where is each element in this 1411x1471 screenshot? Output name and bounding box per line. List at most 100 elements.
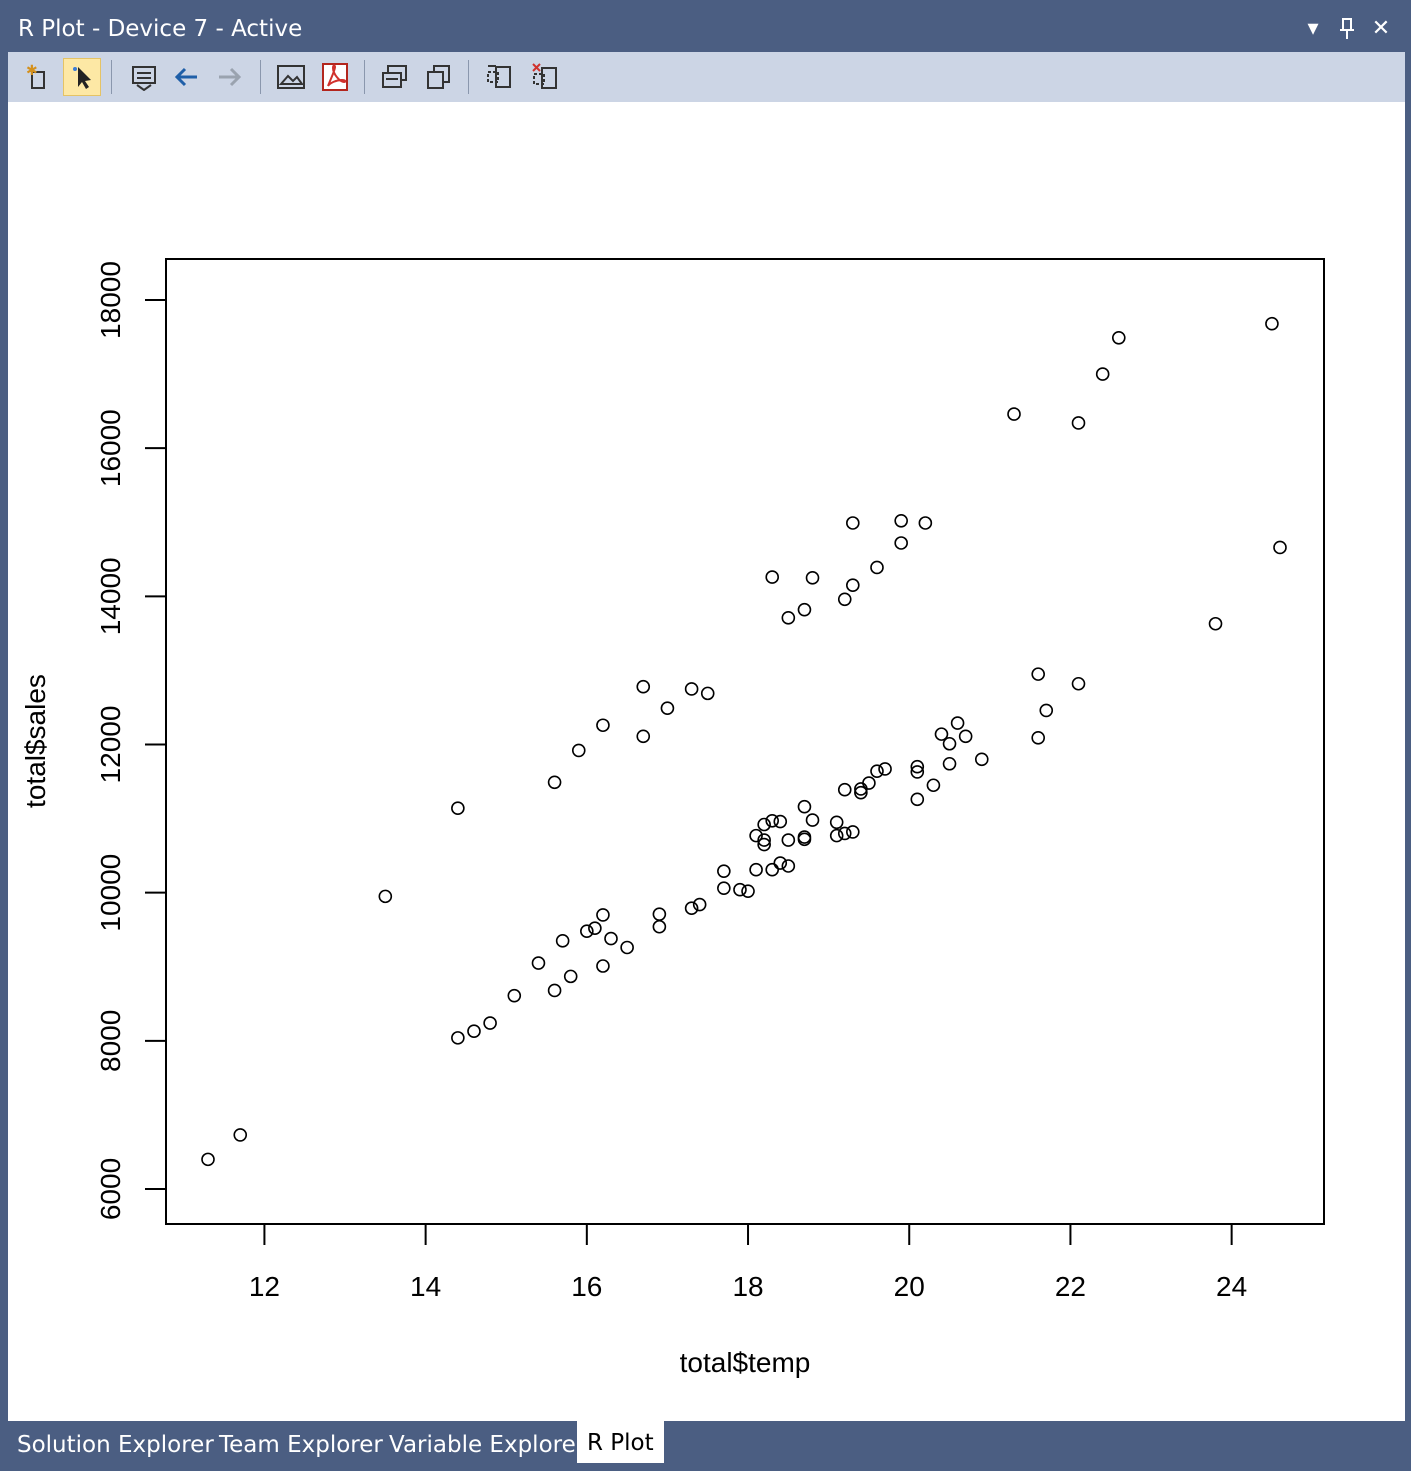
data-point — [918, 516, 933, 530]
data-point — [467, 1024, 481, 1039]
data-point — [741, 884, 755, 898]
data-point — [862, 776, 876, 790]
x-tick-label: 20 — [894, 1271, 925, 1302]
data-point — [854, 785, 868, 800]
data-point — [749, 828, 763, 843]
data-point — [692, 897, 707, 912]
scatter-chart: 12 14 16 18 20 22 24 6000 8000 10000 12000 14000 16… — [20, 258, 1325, 1378]
tab-variable-explorer[interactable]: Variable Explorer — [389, 1432, 586, 1458]
plot-toolbar: ✱ — [8, 52, 1405, 102]
data-point — [717, 864, 731, 878]
data-point — [652, 907, 667, 921]
data-point — [596, 908, 610, 922]
data-point — [1265, 316, 1279, 331]
data-point — [378, 889, 393, 904]
data-point — [829, 828, 844, 843]
data-point — [547, 983, 562, 998]
data-point — [837, 592, 852, 607]
data-point — [757, 833, 771, 847]
data-point — [894, 513, 908, 528]
copy-as-metafile-button[interactable] — [420, 58, 458, 96]
data-point — [837, 782, 852, 797]
data-point — [483, 1016, 497, 1030]
data-point — [805, 813, 820, 827]
x-tick-label: 14 — [410, 1271, 441, 1302]
remove-plot-button[interactable] — [526, 58, 564, 96]
data-point — [1031, 667, 1045, 681]
window-position-dropdown-icon[interactable]: ▾ — [1307, 16, 1319, 41]
data-point — [837, 826, 852, 841]
data-point — [958, 729, 973, 744]
copy-as-bitmap-button[interactable] — [376, 58, 414, 96]
x-axis: 12 14 16 18 20 22 24 — [249, 1223, 1247, 1302]
pointer-icon — [73, 67, 91, 89]
data-point — [596, 959, 610, 973]
data-point — [1095, 367, 1110, 381]
data-point — [1031, 731, 1045, 745]
y-tick-label: 12000 — [95, 706, 126, 784]
data-point — [1111, 330, 1126, 345]
data-point — [749, 862, 763, 877]
select-pointer-button[interactable] — [63, 58, 101, 96]
next-plot-button[interactable] — [210, 58, 248, 96]
tool-window-tabs: Solution Explorer Team Explorer Variable… — [8, 1421, 1405, 1465]
data-point — [926, 778, 941, 793]
x-tick-label: 22 — [1055, 1271, 1086, 1302]
data-point — [1071, 416, 1086, 430]
tab-team-explorer[interactable]: Team Explorer — [219, 1432, 383, 1458]
data-point — [878, 762, 892, 776]
plot-area[interactable]: 12 14 16 18 20 22 24 6000 8000 10000 12000 14000 16… — [8, 102, 1405, 1421]
data-point — [797, 799, 812, 814]
data-point — [870, 560, 884, 575]
data-point — [797, 832, 812, 847]
data-point — [910, 792, 925, 807]
move-plot-icon — [487, 65, 511, 88]
x-axis-label: total$temp — [680, 1347, 811, 1378]
data-point — [942, 756, 957, 771]
tab-r-plot[interactable]: R Plot — [577, 1421, 664, 1463]
y-tick-label: 6000 — [95, 1158, 126, 1220]
data-point — [201, 1152, 215, 1167]
new-plot-window-button[interactable]: ✱ — [18, 58, 56, 96]
tab-solution-explorer[interactable]: Solution Explorer — [17, 1432, 214, 1458]
plot-history-button[interactable] — [125, 58, 163, 96]
y-tick-label: 16000 — [95, 409, 126, 487]
export-image-button[interactable] — [272, 58, 310, 96]
data-point — [547, 775, 562, 790]
data-points — [201, 316, 1287, 1167]
data-point — [580, 924, 594, 938]
data-point — [733, 882, 747, 897]
history-icon — [132, 66, 156, 91]
plot-frame — [165, 258, 1325, 1225]
title-bar: R Plot - Device 7 - Active ▾ ✕ — [8, 8, 1405, 52]
data-point — [1208, 616, 1223, 631]
data-point — [233, 1128, 248, 1142]
data-point — [1007, 407, 1021, 421]
data-point — [846, 825, 860, 839]
pdf-icon — [322, 63, 348, 91]
y-tick-label: 14000 — [95, 557, 126, 635]
y-axis: 6000 8000 10000 12000 14000 16000 18000 — [95, 261, 167, 1220]
data-point — [588, 921, 602, 936]
y-tick-label: 18000 — [95, 261, 126, 339]
data-point — [974, 752, 989, 767]
data-point — [910, 765, 925, 779]
data-point — [773, 814, 788, 829]
x-tick-label: 18 — [732, 1271, 763, 1302]
data-point — [781, 833, 796, 847]
data-point — [910, 759, 925, 774]
export-pdf-button[interactable] — [316, 58, 354, 96]
data-point — [700, 686, 715, 701]
data-point — [950, 716, 965, 730]
pin-icon[interactable] — [1332, 14, 1362, 44]
data-point — [652, 919, 667, 934]
copy-metafile-icon — [427, 65, 450, 89]
move-plot-button[interactable] — [480, 58, 518, 96]
image-icon — [277, 65, 305, 89]
data-point — [829, 815, 844, 830]
close-icon[interactable]: ✕ — [1371, 16, 1391, 41]
data-point — [773, 856, 788, 870]
data-point — [757, 817, 771, 832]
data-point — [531, 956, 546, 970]
previous-plot-button[interactable] — [168, 58, 206, 96]
